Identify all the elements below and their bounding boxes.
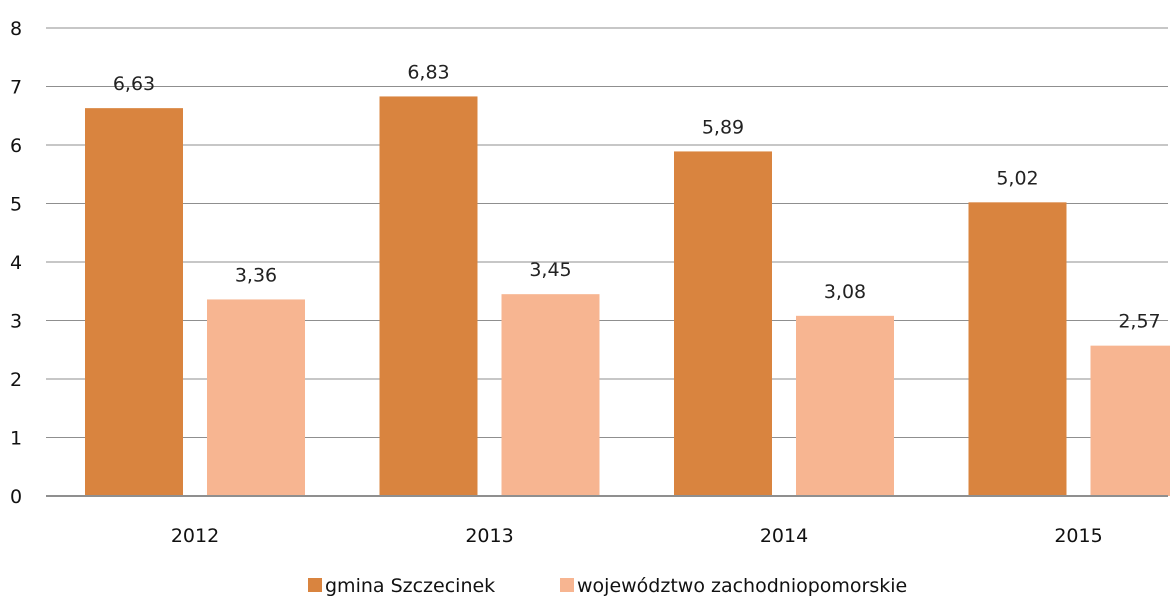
legend-swatch — [560, 578, 574, 592]
legend-label: gmina Szczecinek — [325, 575, 495, 597]
data-label: 6,83 — [407, 61, 449, 83]
x-tick-label: 2015 — [1054, 525, 1102, 547]
y-tick-label: 0 — [10, 486, 22, 508]
legend-label: województwo zachodniopomorskie — [577, 575, 907, 597]
y-tick-label: 4 — [10, 252, 22, 274]
data-label: 5,89 — [702, 116, 744, 138]
data-label: 5,02 — [996, 167, 1038, 189]
data-label: 2,57 — [1118, 311, 1160, 333]
legend: gmina Szczecinek województwo zachodniopom… — [308, 575, 907, 597]
bar — [674, 151, 772, 496]
data-labels: 6,63 3,36 6,83 3,45 5,89 3,08 5,02 2,57 — [113, 61, 1161, 332]
bar — [379, 96, 478, 496]
x-tick-label: 2014 — [760, 525, 808, 547]
bar — [501, 294, 600, 496]
x-tick-label: 2013 — [465, 525, 513, 547]
y-tick-label: 3 — [10, 311, 22, 333]
y-tick-label: 6 — [10, 135, 22, 157]
bar — [85, 108, 183, 497]
bar — [207, 299, 305, 496]
data-label: 3,45 — [529, 259, 571, 281]
y-tick-label: 2 — [10, 369, 22, 391]
bar — [968, 202, 1067, 496]
x-tick-label: 2012 — [171, 525, 219, 547]
y-tick-label: 8 — [10, 18, 22, 40]
bar — [1090, 345, 1170, 496]
data-label: 6,63 — [113, 73, 155, 95]
y-tick-label: 5 — [10, 194, 22, 216]
bar — [796, 315, 894, 496]
data-label: 3,08 — [824, 281, 866, 303]
y-tick-label: 1 — [10, 428, 22, 450]
bars — [85, 96, 1170, 497]
legend-swatch — [308, 578, 322, 592]
data-label: 3,36 — [235, 264, 277, 286]
x-axis-tick-labels: 2012 2013 2014 2015 — [171, 525, 1103, 547]
y-tick-label: 7 — [10, 77, 22, 99]
y-axis-tick-labels: 0 1 2 3 4 5 6 7 8 — [10, 18, 22, 508]
